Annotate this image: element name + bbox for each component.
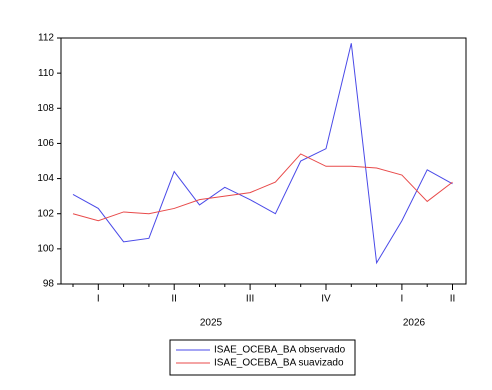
x-tick-label: IV xyxy=(321,294,331,305)
y-tick-label: 100 xyxy=(37,243,54,254)
y-tick-label: 104 xyxy=(37,173,54,184)
x-tick-label: I xyxy=(401,294,404,305)
year-label: 2025 xyxy=(200,318,223,329)
y-tick-label: 106 xyxy=(37,138,54,149)
x-tick-label: II xyxy=(171,294,177,305)
series-line xyxy=(72,43,453,265)
x-tick-label: II xyxy=(450,294,456,305)
y-tick-label: 110 xyxy=(38,68,54,79)
y-tick-label: 108 xyxy=(37,103,54,114)
y-tick-label: 112 xyxy=(38,33,54,44)
y-tick-label: 102 xyxy=(37,208,54,219)
series-line xyxy=(72,153,453,222)
year-label: 2026 xyxy=(403,318,426,329)
legend-label: ISAE_OCEBA_BA suavizado xyxy=(214,358,344,369)
legend-box xyxy=(169,339,356,376)
x-tick-label: I xyxy=(97,294,100,305)
x-tick-label: III xyxy=(246,294,254,305)
plot-frame xyxy=(60,37,467,285)
legend-label: ISAE_OCEBA_BA observado xyxy=(214,345,346,356)
y-tick-label: 98 xyxy=(43,279,55,290)
